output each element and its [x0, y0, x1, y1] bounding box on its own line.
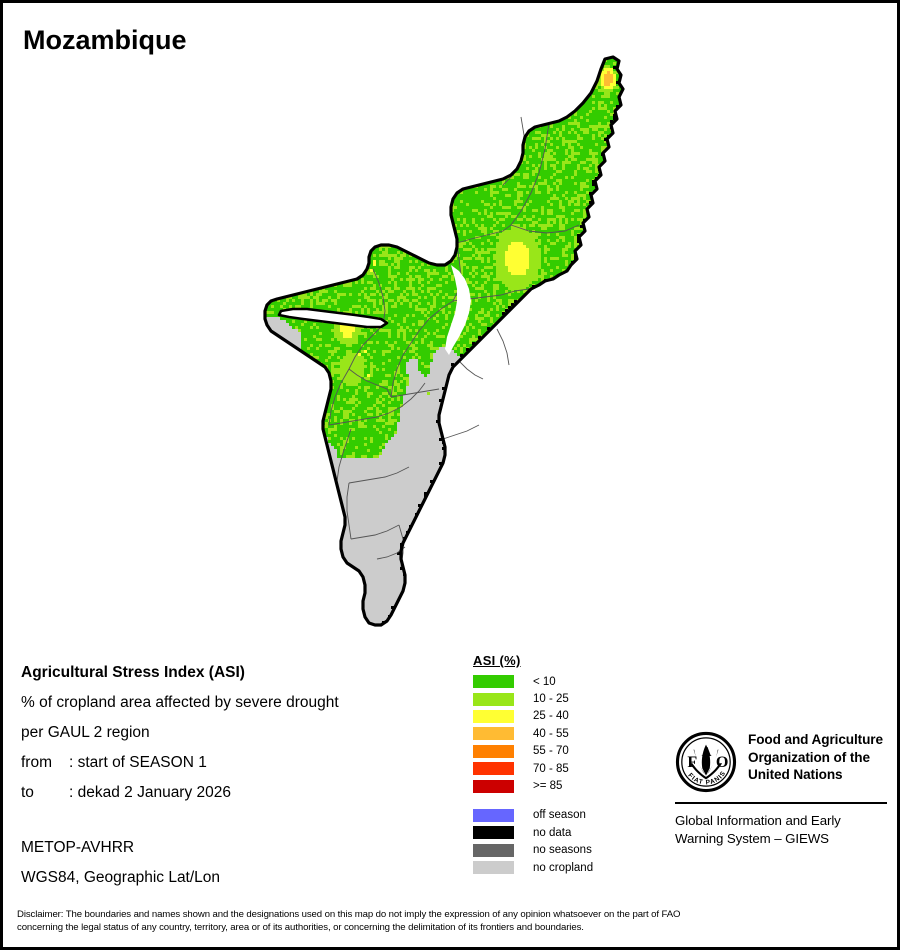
giews-name: Global Information and Early Warning Sys… — [675, 812, 887, 847]
disclaimer: Disclaimer: The boundaries and names sho… — [17, 909, 883, 934]
fao-logo-top: F A O FIAT PANIS Food and Agriculture Or… — [675, 731, 887, 793]
cropland-raster-layer — [265, 57, 622, 624]
fao-name-line-2: Organization of the — [748, 749, 870, 765]
admin-boundary-11 — [348, 324, 384, 370]
legend-special-0-row: off season — [471, 807, 593, 824]
admin-boundary-9 — [390, 388, 440, 398]
disclaimer-line-2: concerning the legal status of any count… — [17, 921, 584, 933]
legend-special-1-swatch — [473, 826, 514, 840]
map-canvas — [253, 53, 673, 633]
admin-boundary-18 — [350, 524, 400, 540]
off-season-cell-0 — [604, 326, 607, 329]
legend-class-5-row: 70 - 85 — [471, 760, 593, 777]
fao-emblem-icon: F A O FIAT PANIS — [675, 731, 737, 793]
legend-special-0-label: off season — [533, 809, 586, 822]
mozambique-map-svg — [263, 55, 625, 627]
legend-class-0-swatch — [473, 675, 514, 689]
legend-special-0-swatch — [473, 808, 514, 822]
admin-boundary-7 — [410, 300, 454, 344]
legend-class-6-label: >= 85 — [533, 780, 563, 793]
fao-divider — [675, 802, 887, 804]
info-from-row: from : start of SEASON 1 — [21, 748, 339, 778]
info-block: Agricultural Stress Index (ASI) % of cro… — [21, 658, 339, 808]
fao-name: Food and Agriculture Organization of the… — [748, 731, 883, 784]
legend-class-2-label: 25 - 40 — [533, 710, 569, 723]
admin-boundary-23 — [458, 360, 484, 380]
legend-title: ASI (%) — [473, 653, 521, 668]
sensor-label: METOP-AVHRR — [21, 839, 135, 856]
legend-special-3-label: no cropland — [533, 861, 594, 874]
info-to-label: to — [21, 784, 34, 801]
legend-class-1-swatch — [473, 692, 514, 706]
info-from-value: : start of SEASON 1 — [69, 754, 207, 771]
cahora-bassa-reservoir — [277, 307, 389, 329]
legend-special-1-label: no data — [533, 826, 572, 839]
fao-logo-block: F A O FIAT PANIS Food and Agriculture Or… — [675, 731, 887, 847]
admin-boundary-1 — [510, 122, 550, 226]
info-to-row: to : dekad 2 January 2026 — [21, 778, 339, 808]
legend-spacer — [471, 795, 593, 807]
giews-line-1: Global Information and Early — [675, 813, 841, 828]
page-title: Mozambique — [23, 25, 187, 55]
admin-boundary-21 — [336, 428, 352, 482]
admin-boundary-8 — [390, 342, 412, 398]
legend-special-2-swatch — [473, 843, 514, 857]
legend-class-0-label: < 10 — [533, 675, 556, 688]
admin-boundary-13 — [328, 368, 350, 426]
admin-boundary-15 — [388, 382, 426, 414]
info-from-label: from — [21, 754, 52, 771]
info-line-1: % of cropland area affected by severe dr… — [21, 694, 339, 711]
info-line-2: per GAUL 2 region — [21, 724, 150, 741]
legend-class-3-swatch — [473, 727, 514, 741]
legend-class-2-swatch — [473, 709, 514, 723]
legend-class-0-row: < 10 — [471, 673, 593, 690]
admin-boundary-24 — [442, 424, 480, 440]
legend-class-4-label: 55 - 70 — [533, 745, 569, 758]
admin-boundary-12 — [348, 368, 392, 398]
legend-class-3-label: 40 - 55 — [533, 727, 569, 740]
country-outline — [263, 55, 625, 627]
legend-special-1-row: no data — [471, 824, 593, 841]
legend-class-4-swatch — [473, 744, 514, 758]
water-body-layer — [277, 265, 471, 355]
legend-class-4-row: 55 - 70 — [471, 743, 593, 760]
giews-line-2: Warning System – GIEWS — [675, 830, 829, 846]
admin-boundary-22 — [496, 328, 510, 366]
admin-boundary-3 — [456, 224, 512, 244]
legend-class-3-row: 40 - 55 — [471, 725, 593, 742]
legend-class-6-swatch — [473, 779, 514, 793]
admin-boundary-2 — [510, 224, 580, 234]
national-outline-layer — [263, 55, 625, 627]
legend-class-1-row: 10 - 25 — [471, 690, 593, 707]
fao-name-line-1: Food and Agriculture — [748, 732, 883, 747]
legend-special-2-label: no seasons — [533, 844, 592, 857]
legend: ASI (%) < 10 10 - 25 25 - 40 40 - 55 55 - 70… — [471, 653, 593, 876]
admin-boundary-14 — [328, 412, 390, 426]
legend-class-1-label: 10 - 25 — [533, 693, 569, 706]
legend-class-5-label: 70 - 85 — [533, 762, 569, 775]
legend-special-3-swatch — [473, 861, 514, 875]
admin-boundary-16 — [348, 466, 410, 484]
metadata-block: METOP-AVHRR WGS84, Geographic Lat/Lon — [21, 833, 220, 893]
admin-boundary-10 — [372, 268, 386, 326]
legend-class-6-row: >= 85 — [471, 777, 593, 794]
legend-class-list: < 10 10 - 25 25 - 40 40 - 55 55 - 70 70 - 85 >… — [471, 673, 593, 795]
legend-class-5-swatch — [473, 762, 514, 776]
fao-name-line-3: United Nations — [748, 767, 843, 782]
legend-special-3-row: no cropland — [471, 859, 593, 876]
legend-class-2-row: 25 - 40 — [471, 708, 593, 725]
info-heading: Agricultural Stress Index (ASI) — [21, 664, 245, 681]
admin-boundary-17 — [346, 482, 352, 540]
legend-special-2-row: no seasons — [471, 842, 593, 859]
projection-label: WGS84, Geographic Lat/Lon — [21, 869, 221, 886]
legend-special-list: off season no data no seasons no cropland — [471, 807, 593, 877]
disclaimer-line-1: Disclaimer: The boundaries and names sho… — [17, 909, 681, 920]
malawi-wedge-gap — [445, 265, 471, 355]
info-to-value: : dekad 2 January 2026 — [69, 784, 232, 801]
